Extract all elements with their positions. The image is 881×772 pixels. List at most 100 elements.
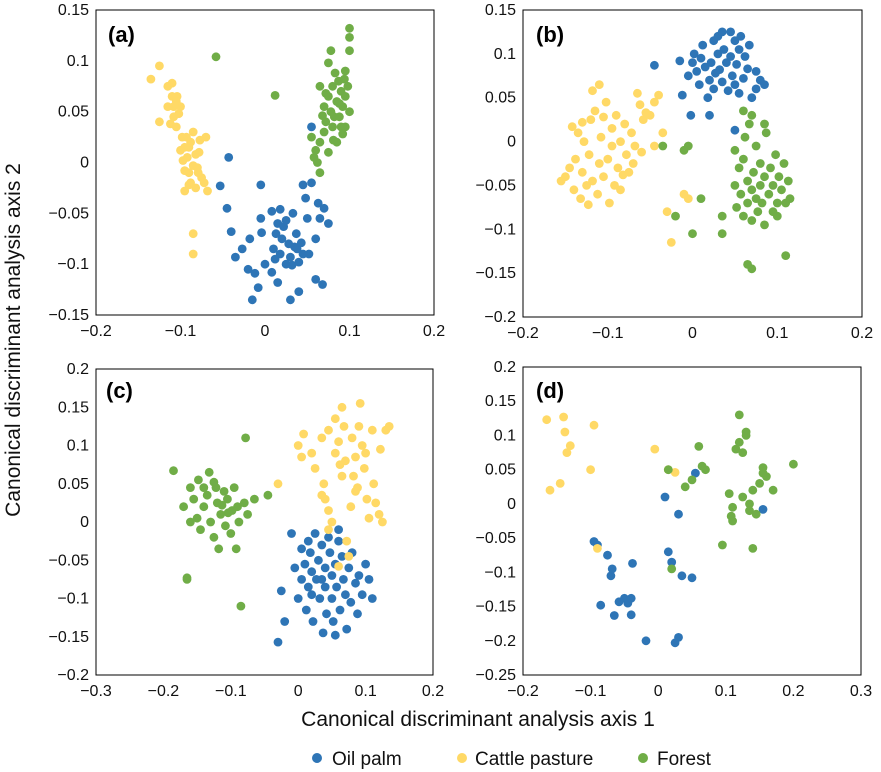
- point-cattle-pasture: [573, 128, 583, 138]
- point-oil-palm: [301, 605, 311, 615]
- series-cattle-pasture: [556, 80, 693, 247]
- point-oil-palm: [730, 125, 740, 135]
- point-cattle-pasture: [174, 109, 184, 119]
- point-oil-palm: [334, 525, 343, 534]
- point-oil-palm: [290, 563, 300, 573]
- point-oil-palm: [273, 278, 283, 287]
- point-cattle-pasture: [645, 110, 655, 120]
- point-oil-palm: [256, 180, 266, 190]
- y-tick-label-0p15: 0.15: [485, 2, 516, 19]
- y-tick-label-0: 0: [80, 514, 89, 531]
- point-cattle-pasture: [188, 161, 198, 171]
- point-forest: [328, 122, 337, 132]
- point-cattle-pasture: [601, 97, 611, 107]
- point-cattle-pasture: [378, 517, 387, 527]
- x-tick-label-0p1: 0.1: [354, 683, 376, 700]
- point-cattle-pasture: [594, 159, 604, 168]
- point-oil-palm: [706, 58, 716, 67]
- x-tick-label-0p1: 0.1: [766, 325, 788, 342]
- point-forest: [739, 211, 748, 221]
- point-cattle-pasture: [650, 97, 659, 107]
- point-forest: [226, 529, 236, 538]
- point-cattle-pasture: [193, 168, 203, 178]
- point-cattle-pasture: [327, 517, 337, 527]
- point-oil-palm: [744, 40, 754, 50]
- point-oil-palm: [298, 180, 308, 190]
- point-forest: [751, 141, 761, 151]
- point-forest: [189, 494, 199, 504]
- point-forest: [783, 176, 793, 186]
- point-oil-palm: [758, 505, 768, 514]
- x-tick-label-0: 0: [688, 325, 697, 342]
- point-cattle-pasture: [203, 186, 212, 196]
- point-forest: [726, 511, 736, 521]
- point-forest: [204, 467, 214, 477]
- plot-frame: [522, 9, 863, 318]
- point-forest: [724, 489, 734, 498]
- series-cattle-pasture: [273, 399, 394, 571]
- point-cattle-pasture: [166, 119, 175, 129]
- point-cattle-pasture: [344, 552, 354, 561]
- point-forest: [206, 517, 216, 527]
- point-oil-palm: [739, 74, 748, 83]
- point-oil-palm: [281, 216, 291, 225]
- point-cattle-pasture: [359, 464, 369, 473]
- y-tick-label-0p1: 0.1: [494, 427, 516, 444]
- point-oil-palm: [294, 287, 304, 296]
- point-forest: [345, 46, 354, 56]
- point-cattle-pasture: [361, 448, 370, 458]
- point-oil-palm: [667, 557, 677, 567]
- point-cattle-pasture: [650, 444, 660, 454]
- point-cattle-pasture: [324, 525, 333, 534]
- x-tick-label-m0p2: −0.2: [507, 325, 539, 342]
- point-cattle-pasture: [616, 185, 625, 195]
- point-forest: [772, 211, 782, 221]
- x-tick-label-m0p2: −0.2: [80, 323, 112, 340]
- point-oil-palm: [677, 90, 687, 100]
- point-cattle-pasture: [188, 229, 198, 239]
- point-cattle-pasture: [658, 128, 668, 138]
- x-tick-label-0p2: 0.2: [423, 323, 445, 340]
- point-cattle-pasture: [273, 479, 283, 489]
- series-oil-palm: [273, 525, 377, 647]
- point-forest: [771, 150, 780, 160]
- point-forest: [340, 122, 350, 132]
- point-forest: [753, 207, 763, 217]
- point-forest: [761, 128, 771, 138]
- panel-label-a: (a): [108, 22, 135, 47]
- point-cattle-pasture: [319, 479, 329, 489]
- point-cattle-pasture: [624, 167, 634, 177]
- point-oil-palm: [698, 40, 708, 50]
- point-oil-palm: [271, 229, 281, 239]
- legend-marker-oil-palm: [312, 753, 322, 763]
- point-oil-palm: [307, 122, 316, 132]
- point-cattle-pasture: [188, 249, 198, 259]
- point-forest: [315, 137, 325, 147]
- panel-c: (c) −0.3 −0.2 −0.1 0 0.1 0.2 0.20.150.10.050−…: [49, 361, 445, 700]
- point-forest: [328, 81, 337, 91]
- point-cattle-pasture: [320, 494, 330, 504]
- point-forest: [744, 119, 754, 129]
- point-forest: [760, 220, 769, 230]
- point-oil-palm: [296, 238, 306, 248]
- legend-marker-forest: [638, 753, 648, 763]
- point-oil-palm: [280, 617, 290, 626]
- point-oil-palm: [687, 573, 697, 583]
- point-cattle-pasture: [364, 513, 374, 523]
- panel-b: (b) −0.2 −0.1 0 0.1 0.2 0.15 0.1 0.05 0 −0.05 −0.…: [476, 2, 874, 342]
- point-oil-palm: [314, 555, 323, 565]
- point-oil-palm: [751, 84, 761, 94]
- y-tick-label-m0p1: −0.1: [484, 564, 516, 581]
- x-tick-label-0p3: 0.3: [850, 683, 872, 700]
- point-forest: [186, 483, 195, 492]
- point-oil-palm: [609, 611, 619, 620]
- point-oil-palm: [302, 214, 312, 223]
- point-oil-palm: [317, 575, 327, 584]
- y-tick-label-0: 0: [80, 155, 89, 172]
- point-oil-palm: [726, 52, 735, 61]
- point-cattle-pasture: [342, 536, 352, 546]
- point-forest: [768, 181, 778, 190]
- x-axis-title: Canonical discriminant analysis axis 1: [301, 708, 655, 731]
- y-tick-label-0p1: 0.1: [67, 438, 89, 455]
- point-oil-palm: [361, 559, 370, 569]
